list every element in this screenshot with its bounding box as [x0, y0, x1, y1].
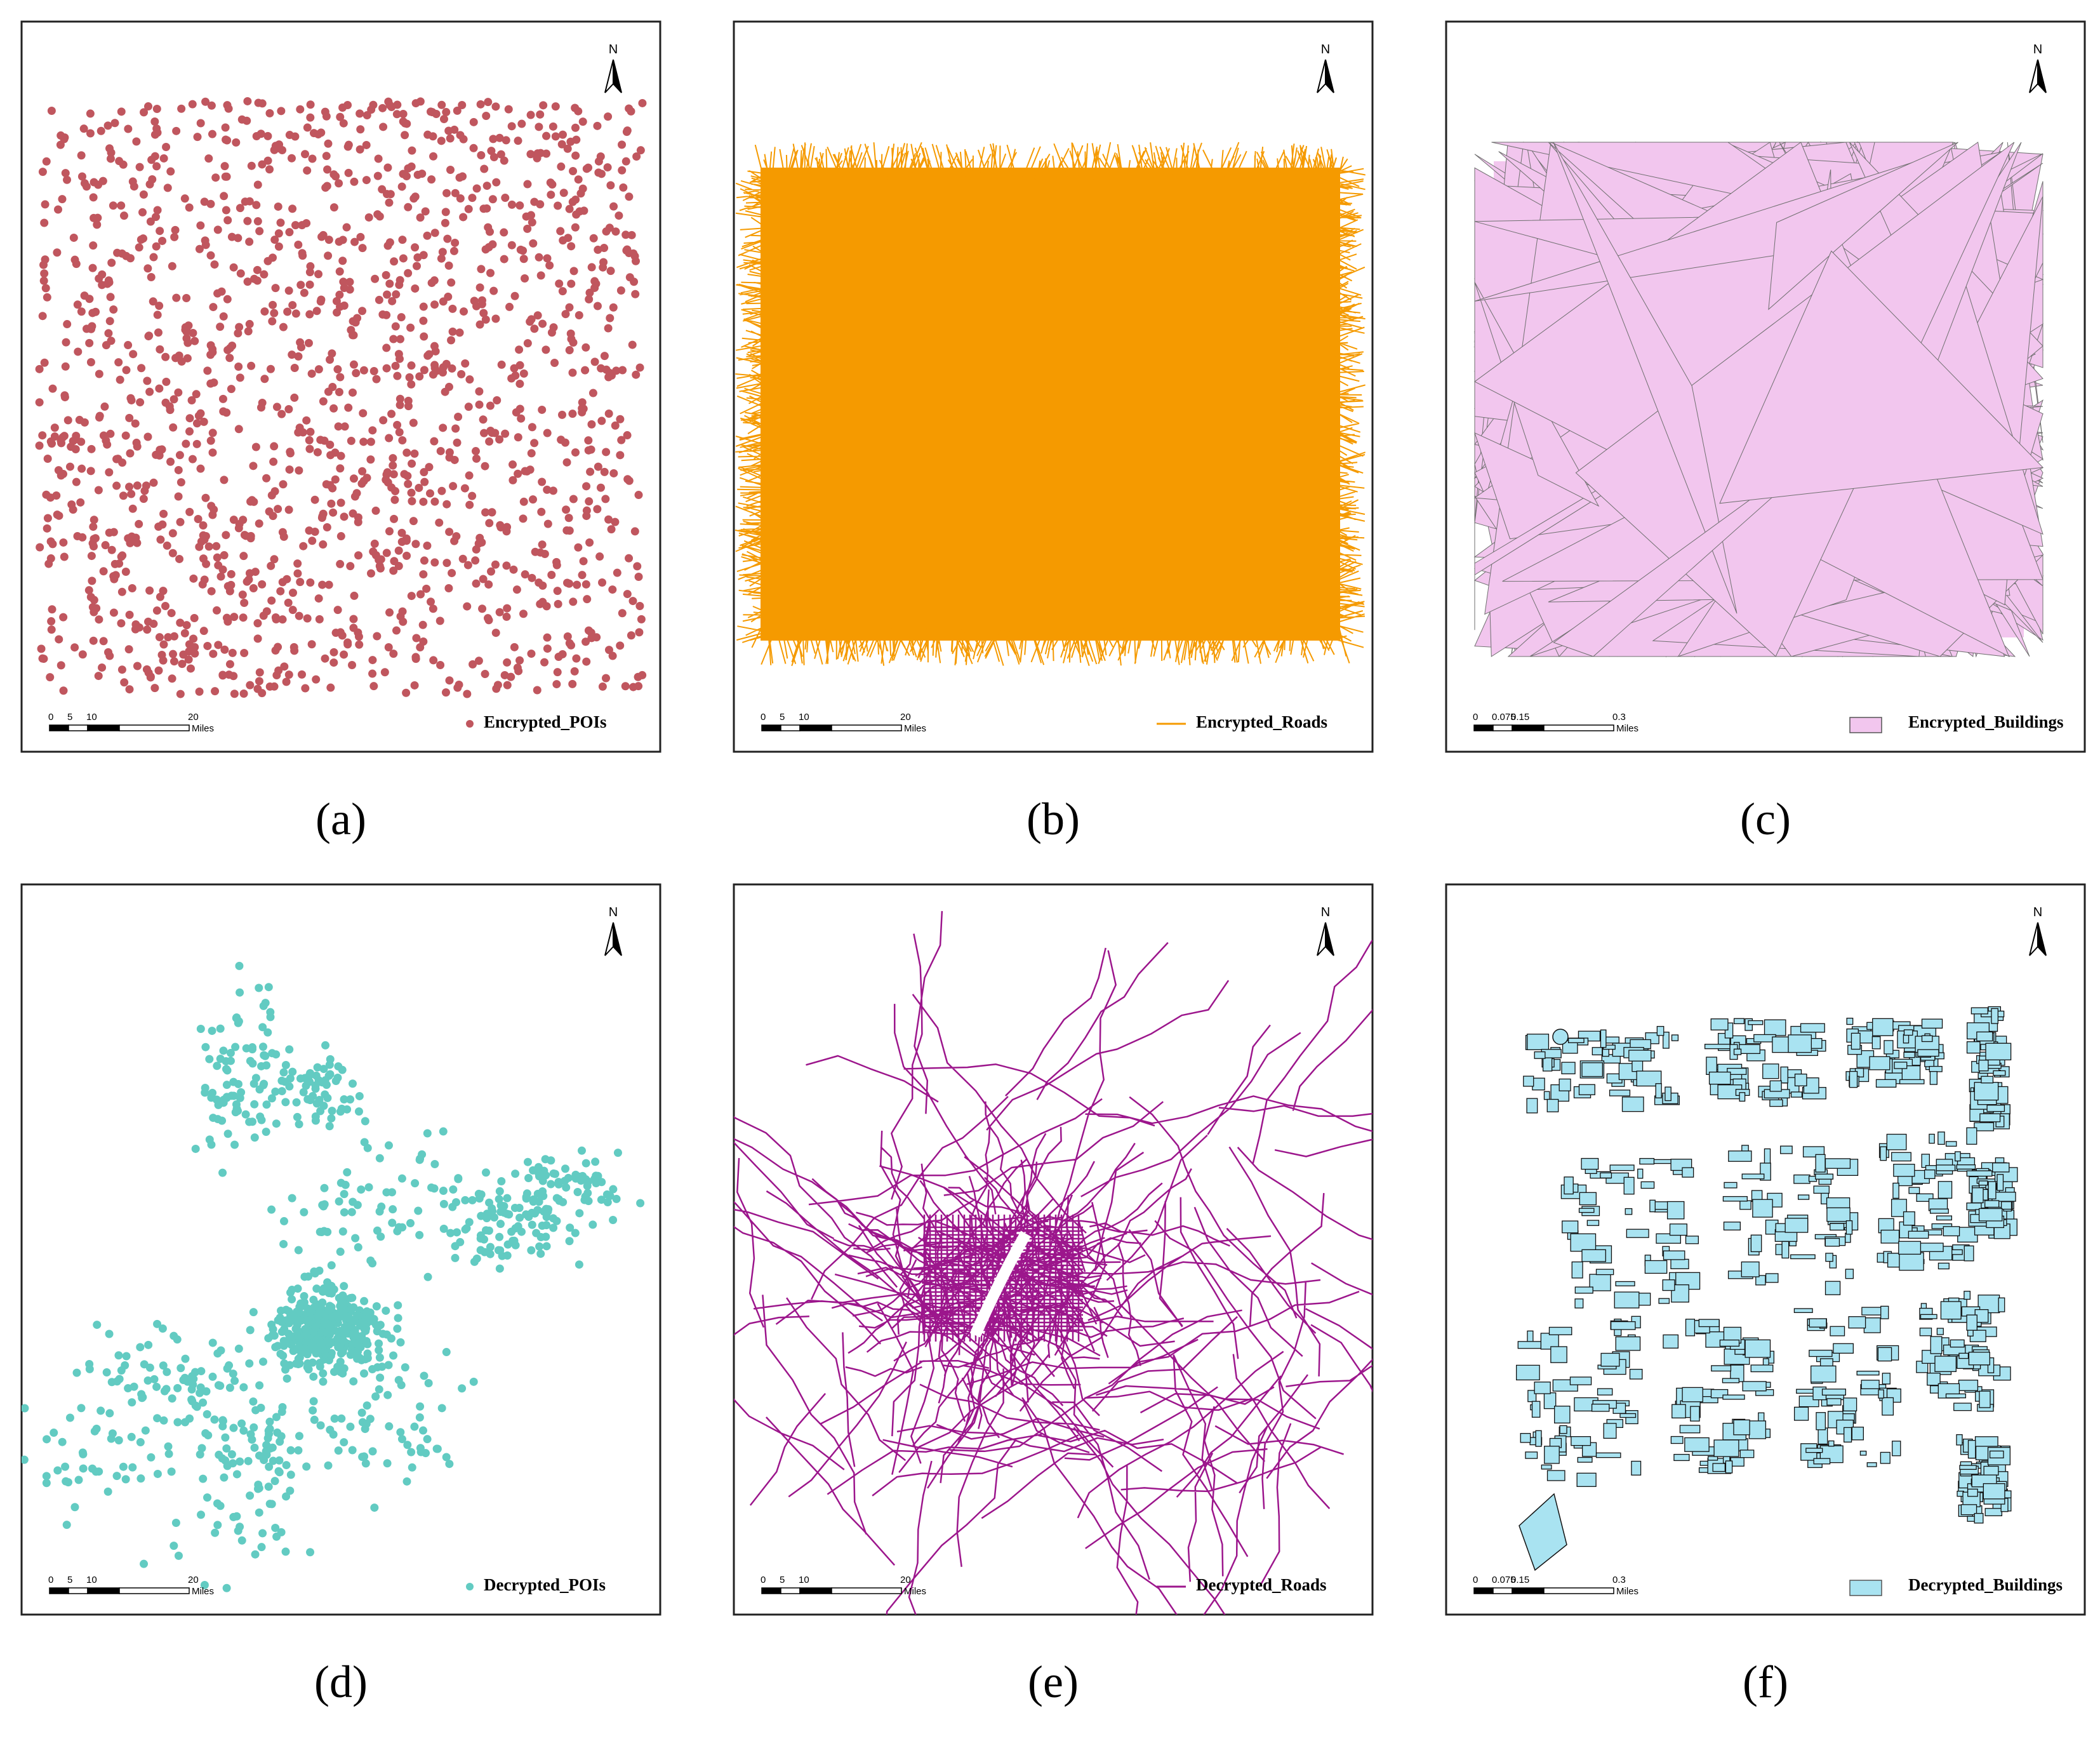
- legend: Encrypted_Buildings: [1849, 712, 2064, 733]
- legend-polygon-swatch: [1849, 1580, 1882, 1596]
- legend-label: Decrypted_POIs: [484, 1575, 606, 1594]
- legend-label: Decrypted_Buildings: [1908, 1575, 2063, 1594]
- north-label: N: [2033, 43, 2042, 57]
- legend-label: Encrypted_POIs: [484, 712, 607, 731]
- panel-caption: (a): [316, 794, 366, 844]
- scale-unit-label: Miles: [904, 723, 926, 734]
- legend-point-swatch: [466, 720, 474, 728]
- legend: Decrypted_POIs: [466, 1575, 606, 1594]
- north-arrow-icon: N: [1317, 43, 1334, 93]
- scale-tick-label: 5: [67, 1575, 72, 1585]
- panel-caption: (d): [314, 1656, 368, 1707]
- panel-caption: (e): [1028, 1656, 1079, 1707]
- scale-tick-label: 5: [780, 1575, 785, 1585]
- scale-tick-label: 10: [86, 1575, 97, 1585]
- legend-label: Decrypted_Roads: [1196, 1575, 1326, 1594]
- scale-tick-label: 5: [67, 712, 72, 723]
- scale-unit-label: Miles: [192, 1586, 214, 1597]
- north-label: N: [609, 43, 618, 57]
- panel-caption: (f): [1743, 1656, 1788, 1707]
- scale-tick-label: 0.075: [1492, 712, 1516, 723]
- north-label: N: [1321, 905, 1330, 919]
- legend: Decrypted_Buildings: [1849, 1575, 2063, 1596]
- b-data-layer: [734, 142, 1366, 667]
- scale-tick-label: 0: [1473, 712, 1478, 723]
- north-arrow-icon: N: [2029, 43, 2047, 93]
- scale-tick-label: 0.15: [1511, 712, 1529, 723]
- legend: Encrypted_POIs: [466, 712, 607, 731]
- scale-unit-label: Miles: [192, 723, 214, 734]
- scale-tick-label: 0.075: [1492, 1575, 1516, 1585]
- scale-tick-label: 20: [900, 712, 911, 723]
- legend-label: Encrypted_Buildings: [1908, 712, 2064, 731]
- legend-label: Encrypted_Roads: [1196, 712, 1327, 731]
- scale-tick-label: 10: [799, 712, 809, 723]
- north-arrow-icon: N: [1317, 905, 1334, 956]
- panel-caption: (b): [1027, 794, 1080, 844]
- scale-tick-label: 0.3: [1612, 712, 1626, 723]
- north-arrow-icon: N: [604, 905, 622, 956]
- a-data-layer: [35, 97, 647, 698]
- e-data-layer: [734, 910, 1372, 1615]
- north-arrow-icon: N: [2029, 905, 2047, 956]
- c-data-layer: [1473, 141, 2044, 658]
- scale-tick-label: 20: [188, 1575, 199, 1585]
- panel-caption: (c): [1740, 794, 1791, 844]
- scale-tick-label: 20: [900, 1575, 911, 1585]
- legend: Decrypted_Roads: [1157, 1575, 1326, 1594]
- scale-tick-label: 20: [188, 712, 199, 723]
- scale-tick-label: 0: [761, 1575, 766, 1585]
- legend-polygon-swatch: [1849, 717, 1882, 733]
- scale-unit-label: Miles: [1616, 1586, 1638, 1597]
- scale-tick-label: 0.3: [1612, 1575, 1626, 1585]
- scale-tick-label: 0: [1473, 1575, 1478, 1585]
- scale-tick-label: 0: [761, 712, 766, 723]
- scale-tick-label: 5: [780, 712, 785, 723]
- scale-unit-label: Miles: [904, 1586, 926, 1597]
- scale-tick-label: 10: [799, 1575, 809, 1585]
- scale-tick-label: 0.15: [1511, 1575, 1529, 1585]
- north-label: N: [609, 905, 618, 919]
- f-data-layer: [1516, 1006, 2018, 1571]
- d-data-layer: [22, 961, 645, 1592]
- scale-tick-label: 10: [86, 712, 97, 723]
- scale-tick-label: 0: [48, 1575, 53, 1585]
- north-arrow-icon: N: [604, 43, 622, 93]
- legend-point-swatch: [466, 1583, 474, 1590]
- scale-tick-label: 0: [48, 712, 53, 723]
- north-label: N: [1321, 43, 1330, 57]
- scale-unit-label: Miles: [1616, 723, 1638, 734]
- north-label: N: [2033, 905, 2042, 919]
- legend: Encrypted_Roads: [1157, 712, 1327, 731]
